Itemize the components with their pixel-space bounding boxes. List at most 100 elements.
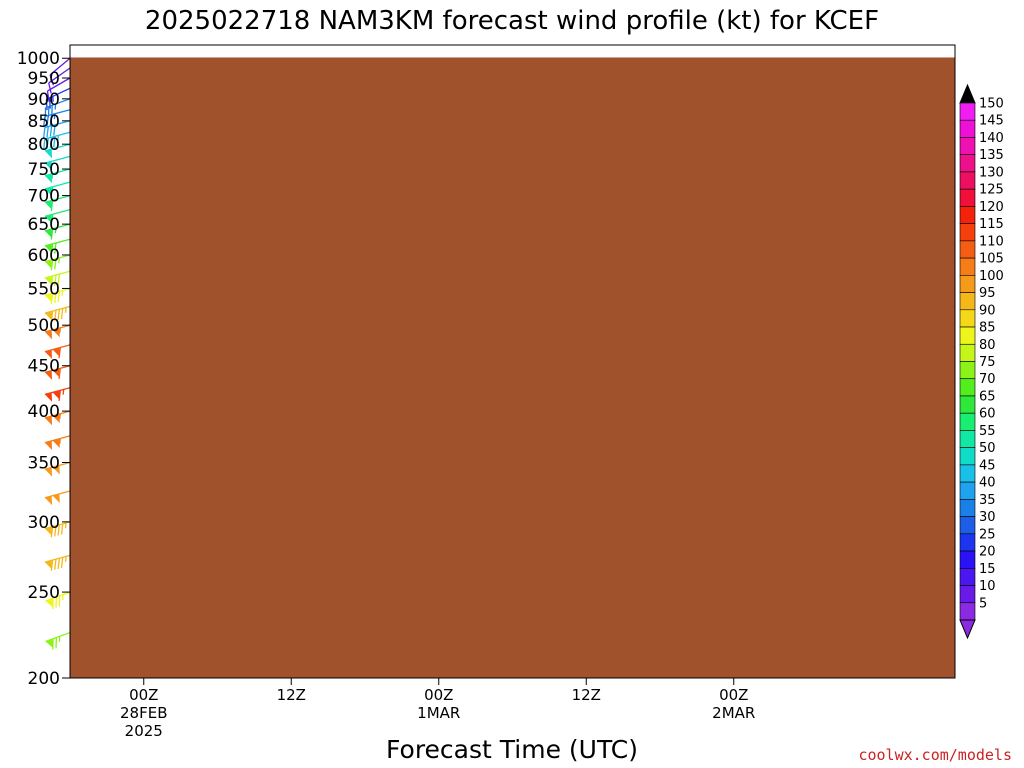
- colorbar-label: 75: [979, 355, 996, 370]
- y-tick-label: 300: [28, 513, 60, 533]
- wind-barb: [44, 344, 71, 360]
- y-tick-label: 600: [28, 246, 60, 266]
- wind-barb: [44, 410, 71, 426]
- y-tick-label: 900: [28, 90, 60, 110]
- wind-barb: [46, 77, 71, 102]
- x-tick-label: 2025: [125, 722, 163, 740]
- plot-axes: [69, 44, 956, 679]
- colorbar-label: 135: [979, 148, 1004, 163]
- y-tick-label: 250: [28, 583, 60, 603]
- colorbar-label: 150: [979, 97, 1004, 112]
- speed-colorbar: 1501451401351301251201151101051009590858…: [959, 83, 1004, 640]
- y-tick-label: 200: [28, 669, 60, 689]
- colorbar-label: 40: [979, 476, 996, 491]
- y-tick-label: 350: [28, 454, 60, 474]
- wind-barb: [44, 238, 71, 255]
- y-tick-label: 450: [28, 357, 60, 377]
- colorbar-swatch: [959, 516, 976, 535]
- pressure-axis: 200 250 300 350 400 450 500 550 600 650 700 750 800 8…: [17, 49, 70, 689]
- wind-barb: [44, 490, 71, 506]
- x-axis-label: Forecast Time (UTC): [386, 735, 638, 764]
- colorbar-swatch: [959, 188, 976, 207]
- surface-terrain: [70, 57, 955, 678]
- colorbar-label: 120: [979, 200, 1004, 215]
- colorbar-swatch: [959, 585, 976, 604]
- wind-barb: [42, 131, 71, 150]
- colorbar-swatch: [959, 137, 976, 155]
- wind-barb: [44, 305, 71, 322]
- wind-barb: [45, 631, 71, 650]
- plot-frame: [69, 44, 956, 679]
- colorbar-label: 145: [979, 114, 1004, 129]
- x-tick-label: 1MAR: [417, 704, 460, 722]
- y-tick-label: 650: [28, 215, 60, 235]
- colorbar-swatch: [959, 119, 976, 138]
- colorbar-label: 130: [979, 165, 1004, 180]
- colorbar-swatch: [959, 102, 976, 121]
- wind-barb: [44, 208, 71, 226]
- colorbar-label: 140: [979, 131, 1004, 146]
- colorbar-swatch: [959, 361, 976, 380]
- wind-barb: [44, 168, 71, 184]
- y-tick-label: 500: [28, 316, 60, 336]
- colorbar-swatch: [959, 378, 976, 397]
- wind-barb: [44, 521, 71, 538]
- colorbar-swatch: [959, 223, 976, 242]
- y-tick-label: 750: [28, 160, 60, 180]
- colorbar-swatch: [959, 309, 976, 328]
- colorbar-label: 65: [979, 389, 996, 404]
- wind-barb: [48, 67, 71, 94]
- colorbar-label: 25: [979, 527, 996, 542]
- colorbar-label: 30: [979, 510, 996, 525]
- wind-barb: [45, 87, 71, 111]
- colorbar-swatch: [959, 412, 976, 431]
- colorbar-label: 70: [979, 372, 996, 387]
- wind-barb: [44, 181, 71, 197]
- colorbar-label: 100: [979, 269, 1004, 284]
- colorbar-label: 50: [979, 441, 996, 456]
- colorbar-swatch: [959, 464, 976, 483]
- y-tick-label: 400: [28, 402, 60, 422]
- colorbar-swatch: [959, 430, 976, 448]
- x-tick-label: 00Z: [719, 686, 748, 704]
- colorbar-label: 55: [979, 424, 996, 439]
- colorbar-swatch: [959, 275, 976, 293]
- credit-text: coolwx.com/models: [858, 746, 1012, 764]
- colorbar-top-arrow: [959, 83, 976, 104]
- x-tick-label: 12Z: [572, 686, 601, 704]
- wind-barb: [44, 287, 71, 304]
- colorbar-swatch: [959, 154, 976, 173]
- colorbar-swatch: [959, 240, 976, 259]
- colorbar-swatch: [959, 343, 976, 362]
- y-tick-label: 550: [28, 279, 60, 299]
- colorbar-label: 125: [979, 183, 1004, 198]
- wind-barb: [44, 365, 71, 380]
- colorbar-swatch: [959, 481, 976, 500]
- wind-barb: [42, 109, 71, 128]
- colorbar-label: 105: [979, 252, 1004, 267]
- y-tick-label: 800: [28, 135, 60, 155]
- colorbar-swatch: [959, 206, 976, 224]
- colorbar-swatch: [959, 292, 976, 311]
- wind-barb: [44, 461, 71, 477]
- y-tick-label: 850: [28, 112, 60, 132]
- colorbar-label: 15: [979, 562, 996, 577]
- colorbar-swatch: [959, 447, 976, 466]
- colorbar-label: 80: [979, 338, 996, 353]
- colorbar-swatch: [959, 550, 976, 569]
- y-tick-label: 1000: [17, 49, 60, 69]
- colorbar-swatch: [959, 326, 976, 345]
- x-tick-label: 12Z: [277, 686, 306, 704]
- colorbar-label: 5: [979, 596, 987, 611]
- wind-barb: [44, 194, 71, 212]
- wind-barb: [44, 554, 71, 571]
- colorbar-swatch: [959, 395, 976, 414]
- colorbar-label: 95: [979, 286, 996, 301]
- colorbar-label: 60: [979, 407, 996, 422]
- colorbar-swatch: [959, 257, 976, 276]
- colorbar-label: 45: [979, 458, 996, 473]
- wind-barb: [44, 324, 71, 340]
- colorbar-bottom-arrow: [959, 619, 976, 640]
- wind-barb: [44, 155, 71, 171]
